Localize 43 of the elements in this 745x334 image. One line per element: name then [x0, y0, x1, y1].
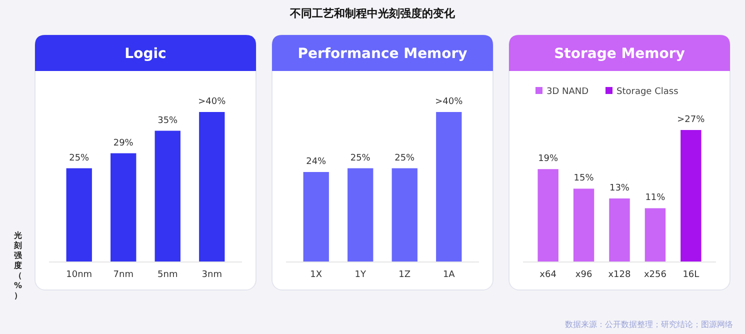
x-tick-label: 3nm — [202, 270, 222, 280]
chart-title: Logic — [124, 46, 166, 62]
x-tick-label: 16L — [682, 270, 700, 280]
data-label: >40% — [198, 97, 226, 107]
bar — [154, 130, 180, 262]
data-label: 35% — [158, 116, 178, 126]
x-tick-label: x128 — [608, 270, 632, 280]
source-note: 数据来源：公开数据整理；研究结论；图源网络 — [565, 320, 733, 329]
data-label: 25% — [69, 153, 90, 164]
chart-title: Storage Memory — [554, 46, 685, 62]
x-tick-label: 1X — [310, 270, 322, 280]
x-tick-label: 1A — [442, 270, 456, 280]
data-label: 29% — [113, 138, 134, 148]
bar — [644, 208, 666, 262]
x-tick-label: 5nm — [158, 270, 178, 280]
bar — [680, 130, 702, 262]
data-label: 15% — [574, 174, 594, 184]
data-label: 25% — [350, 153, 371, 164]
x-tick-label: x64 — [540, 270, 557, 280]
data-label: 19% — [538, 154, 559, 164]
x-tick-label: x256 — [644, 270, 667, 280]
text: 不同工艺和制程中光刻强度的变化 — [289, 7, 456, 20]
bar — [199, 112, 225, 262]
x-tick-label: x96 — [575, 270, 592, 280]
x-tick-label: 1Z — [398, 270, 411, 280]
bar — [573, 188, 594, 262]
data-label: 13% — [609, 183, 630, 194]
x-tick-label: 7nm — [113, 270, 134, 280]
data-label: >27% — [677, 115, 706, 125]
y-axis-title: 光刻强度（%） — [13, 231, 23, 300]
bar — [538, 169, 558, 262]
x-tick-label: 10nm — [66, 270, 92, 280]
x-tick-label: 1Y — [354, 270, 366, 280]
bar — [609, 198, 630, 262]
legend-label: 3D NAND — [546, 87, 589, 97]
data-label: 11% — [645, 193, 666, 204]
data-label: 24% — [306, 157, 327, 167]
data-label: >40% — [435, 97, 464, 107]
bar — [110, 153, 136, 262]
data-label: 25% — [394, 153, 416, 164]
legend-label: Storage Class — [616, 87, 679, 97]
bar — [66, 168, 92, 262]
chart-title: Performance Memory — [298, 46, 468, 62]
